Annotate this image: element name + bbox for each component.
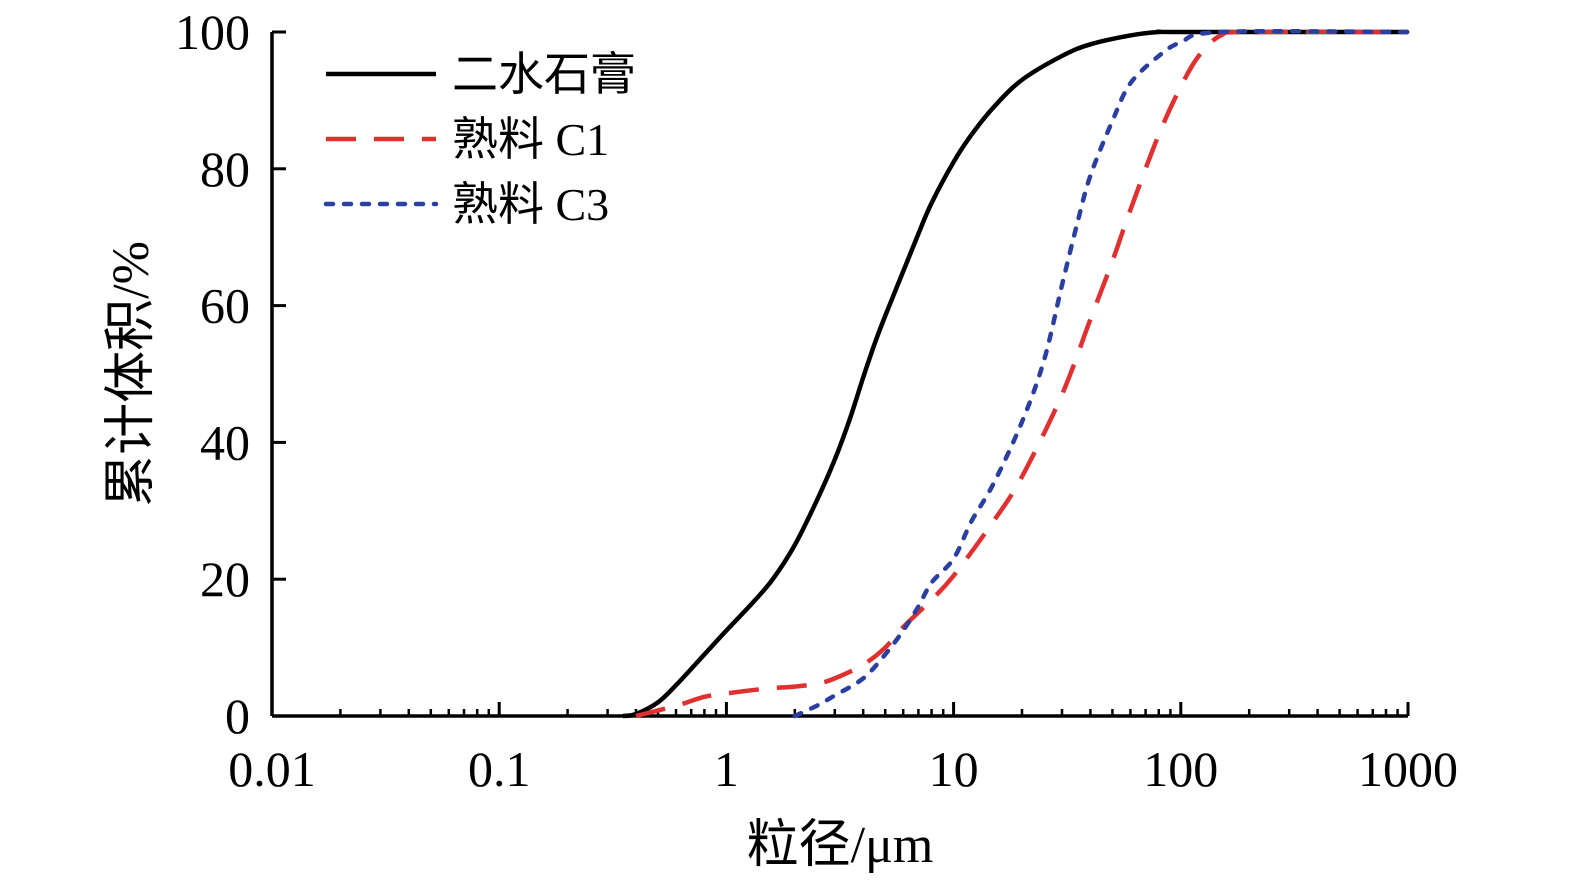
y-tick-label: 100 bbox=[175, 4, 250, 60]
x-tick-label: 10 bbox=[929, 741, 979, 797]
y-tick-label: 0 bbox=[225, 688, 250, 744]
series-layer bbox=[622, 28, 1411, 719]
x-tick-label: 100 bbox=[1143, 741, 1218, 797]
x-axis: 0.01 0.1 1 10 100 1000 bbox=[228, 702, 1458, 797]
legend-label-clinker-c1: 熟料 C1 bbox=[452, 114, 609, 165]
y-tick-label: 40 bbox=[200, 414, 250, 470]
series-line-clinker-c3 bbox=[792, 28, 1411, 719]
y-tick-label: 80 bbox=[200, 141, 250, 197]
x-tick-label: 0.01 bbox=[228, 741, 316, 797]
x-tick-label: 0.1 bbox=[468, 741, 531, 797]
legend-label-clinker-c3: 熟料 C3 bbox=[452, 179, 609, 230]
series-line-clinker-c1 bbox=[635, 29, 1409, 719]
y-axis: 0 20 40 60 80 100 bbox=[175, 4, 286, 744]
y-tick-label: 60 bbox=[200, 278, 250, 334]
y-axis-title: 累计体积/% bbox=[103, 241, 160, 507]
y-tick-label: 20 bbox=[200, 551, 250, 607]
series-line-gypsum bbox=[622, 29, 1408, 719]
x-axis-title: 粒径/μm bbox=[747, 817, 934, 874]
legend-label-gypsum: 二水石膏 bbox=[452, 49, 636, 100]
x-tick-label: 1 bbox=[714, 741, 739, 797]
x-tick-label: 1000 bbox=[1358, 741, 1458, 797]
